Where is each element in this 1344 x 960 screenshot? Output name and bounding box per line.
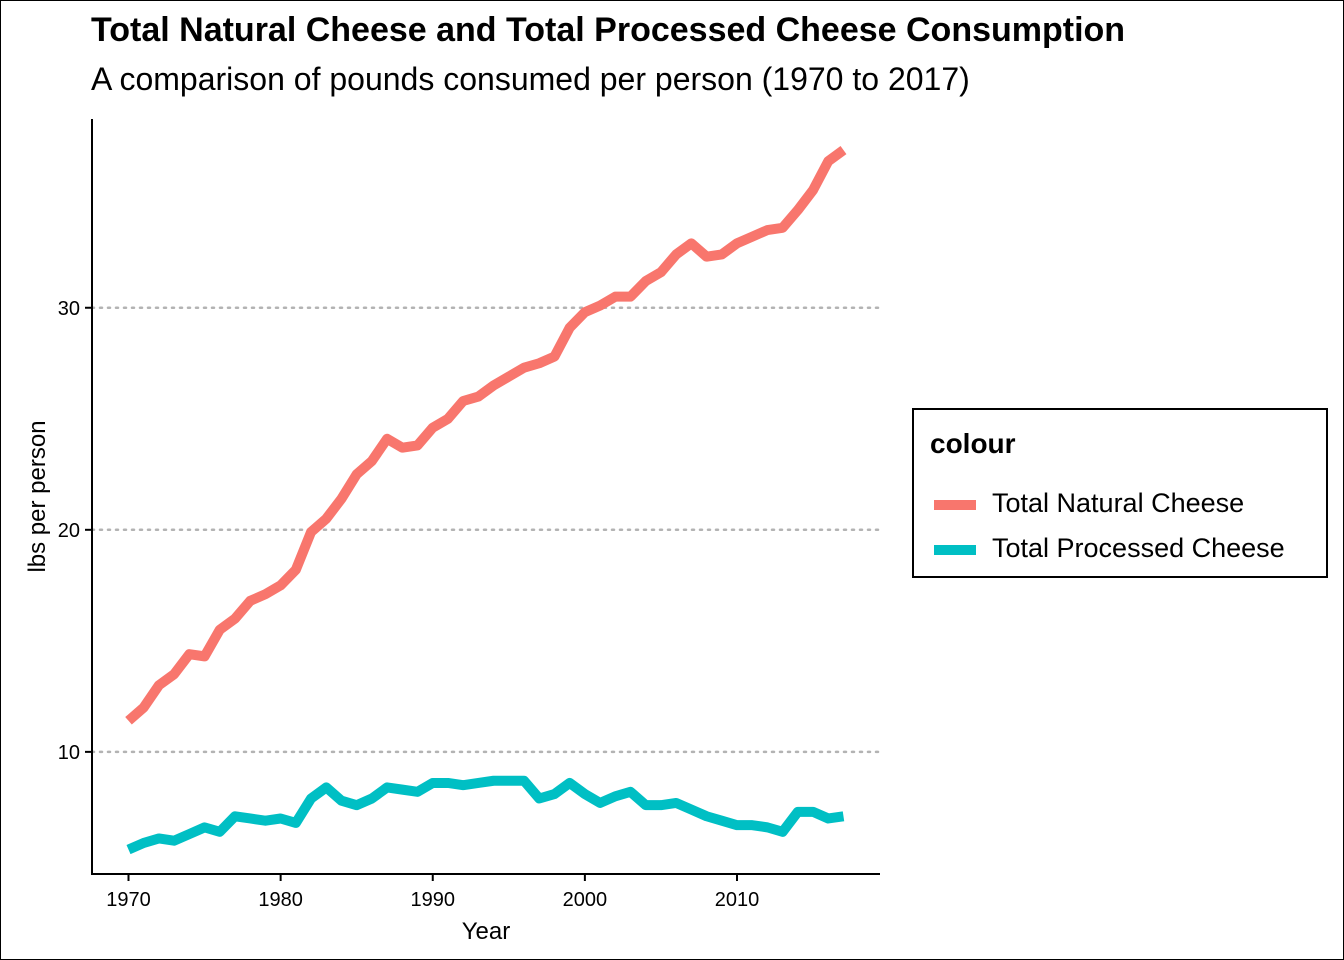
x-axis-title: Year	[462, 918, 511, 945]
y-tick-label-30: 30	[58, 298, 80, 320]
y-axis-title: lbs per person	[24, 420, 51, 572]
legend-label-processed-cheese: Total Processed Cheese	[992, 533, 1285, 563]
legend-key-processed-cheese	[934, 545, 976, 555]
chart-title: Total Natural Cheese and Total Processed…	[91, 11, 1126, 49]
legend-title: colour	[930, 428, 1016, 459]
x-tick-label-1990: 1990	[411, 889, 456, 911]
series-lines	[125, 146, 847, 855]
x-tick-label-2010: 2010	[715, 889, 760, 911]
legend: colour Total Natural Cheese Total Proces…	[912, 408, 1328, 578]
x-tick-label-2000: 2000	[563, 889, 608, 911]
y-tick-label-10: 10	[58, 742, 80, 764]
grid-lines	[90, 306, 882, 754]
chart-subtitle: A comparison of pounds consumed per pers…	[91, 61, 970, 97]
legend-key-natural-cheese	[934, 500, 976, 510]
x-tick-label-1980: 1980	[258, 889, 303, 911]
legend-label-natural-cheese: Total Natural Cheese	[992, 488, 1245, 518]
legend-item-processed-cheese: Total Processed Cheese	[934, 533, 1324, 567]
series-line-0	[125, 146, 847, 725]
axes: 10 20 30 1970 1980 1990 2000 2010 Year lbs per pe…	[24, 119, 880, 945]
series-line-1	[126, 775, 845, 855]
legend-item-natural-cheese: Total Natural Cheese	[934, 488, 1324, 522]
x-tick-label-1970: 1970	[106, 889, 151, 911]
y-tick-label-20: 20	[58, 520, 80, 542]
